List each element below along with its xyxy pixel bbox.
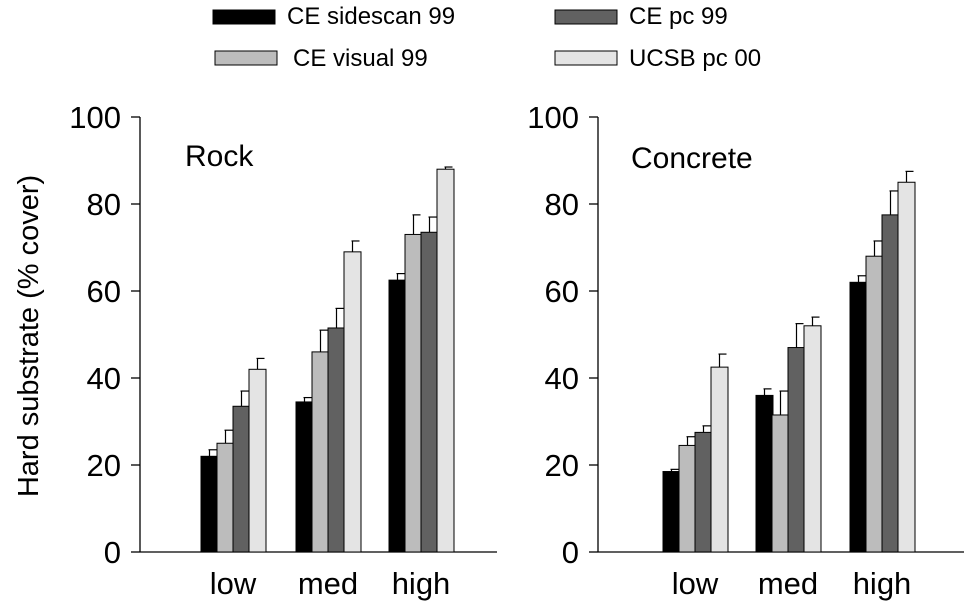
panel-title: Rock [185,140,254,173]
x-tick-label: low [210,566,257,601]
y-tick-label: 20 [545,448,579,483]
panel-title: Concrete [631,142,753,175]
legend-label-ce-sidescan: CE sidescan 99 [287,3,455,30]
bar [849,281,868,553]
y-tick-label: 40 [87,361,121,396]
legend-label-ucsb-pc: UCSB pc 00 [629,45,761,72]
y-tick-label: 60 [545,274,579,309]
x-tick-label: high [392,566,451,601]
y-tick-label: 0 [104,535,121,570]
y-tick-label: 100 [69,100,121,135]
bar [694,431,713,553]
x-tick-label: med [298,566,358,601]
y-tick-label: 80 [87,187,121,222]
y-axis-label: Hard substrate (% cover) [13,175,45,497]
legend: CE sidescan 99 CE pc 99 CE visual 99 UCS… [212,3,761,72]
bar [404,233,423,553]
bar [436,168,455,553]
bar [248,368,267,553]
bar [327,327,346,553]
y-tick-label: 40 [545,361,579,396]
bar [311,351,330,553]
bar [865,255,884,553]
y-tick-label: 0 [562,535,579,570]
bar [678,444,697,553]
bar [295,401,314,553]
bar [787,347,806,553]
legend-swatch-ucsb-pc [554,50,618,66]
chart-panel-concrete: 0 20 40 60 80 100 Concrete low med high [527,100,964,601]
bar [803,325,822,553]
y-tick-label: 20 [87,448,121,483]
bar [755,394,774,553]
y-tick-label: 100 [527,100,579,135]
x-tick-label: low [672,566,719,601]
bar [771,414,790,553]
y-tick-label: 60 [87,274,121,309]
legend-swatch-ce-visual [214,50,278,66]
bar [881,214,900,553]
legend-swatch-ce-pc [554,9,618,25]
bar [216,442,235,553]
bar [343,251,362,553]
bar [388,279,407,553]
x-tick-label: med [758,566,818,601]
bar [897,181,916,553]
bar [710,366,729,553]
legend-label-ce-visual: CE visual 99 [293,45,428,72]
legend-swatch-ce-sidescan [212,9,276,25]
bar [420,231,439,553]
legend-label-ce-pc: CE pc 99 [629,3,728,30]
x-tick-label: high [853,566,912,601]
bar [662,471,681,553]
bar [200,455,219,553]
y-tick-label: 80 [545,187,579,222]
chart-panel-rock: 0 20 40 60 80 100 Rock low med high [69,100,497,601]
bar [232,405,251,553]
